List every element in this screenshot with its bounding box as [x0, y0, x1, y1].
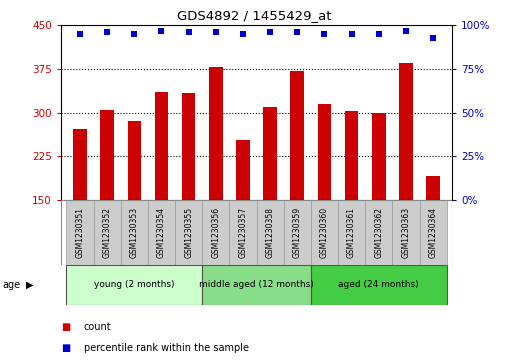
Text: percentile rank within the sample: percentile rank within the sample: [84, 343, 249, 354]
Bar: [67, 265, 202, 305]
Text: aged (24 months): aged (24 months): [338, 281, 419, 289]
Point: [157, 28, 166, 33]
Text: GSM1230352: GSM1230352: [103, 207, 112, 258]
Bar: [311, 265, 447, 305]
Bar: [392, 200, 420, 265]
Text: GSM1230351: GSM1230351: [76, 207, 84, 258]
Bar: [318, 104, 331, 200]
Bar: [121, 200, 148, 265]
Text: GSM1230363: GSM1230363: [401, 207, 410, 258]
Text: GSM1230362: GSM1230362: [374, 207, 383, 258]
Text: age: age: [3, 280, 21, 290]
Bar: [345, 111, 359, 200]
Bar: [230, 200, 257, 265]
Text: GSM1230354: GSM1230354: [157, 207, 166, 258]
Bar: [236, 140, 250, 200]
Point: [293, 29, 301, 35]
Bar: [257, 200, 283, 265]
Point: [402, 28, 410, 33]
Point: [239, 31, 247, 37]
Bar: [372, 113, 386, 200]
Text: GSM1230357: GSM1230357: [238, 207, 247, 258]
Point: [103, 29, 111, 35]
Point: [375, 31, 383, 37]
Text: GSM1230358: GSM1230358: [266, 207, 275, 258]
Text: ■: ■: [61, 343, 70, 354]
Point: [266, 29, 274, 35]
Bar: [182, 93, 196, 200]
Bar: [148, 200, 175, 265]
Bar: [311, 200, 338, 265]
Bar: [202, 265, 311, 305]
Text: ▶: ▶: [26, 280, 34, 290]
Text: GSM1230353: GSM1230353: [130, 207, 139, 258]
Bar: [420, 200, 447, 265]
Bar: [426, 176, 440, 200]
Bar: [67, 200, 93, 265]
Point: [130, 31, 138, 37]
Point: [321, 31, 329, 37]
Text: GSM1230359: GSM1230359: [293, 207, 302, 258]
Point: [184, 29, 193, 35]
Text: count: count: [84, 322, 111, 332]
Point: [347, 31, 356, 37]
Bar: [101, 110, 114, 200]
Bar: [338, 200, 365, 265]
Bar: [175, 200, 202, 265]
Text: GSM1230360: GSM1230360: [320, 207, 329, 258]
Text: GSM1230355: GSM1230355: [184, 207, 193, 258]
Bar: [154, 92, 168, 200]
Bar: [128, 121, 141, 200]
Text: middle aged (12 months): middle aged (12 months): [199, 281, 314, 289]
Bar: [365, 200, 392, 265]
Bar: [209, 67, 223, 200]
Point: [76, 31, 84, 37]
Text: GSM1230361: GSM1230361: [347, 207, 356, 258]
Bar: [263, 107, 277, 200]
Bar: [399, 63, 412, 200]
Text: young (2 months): young (2 months): [94, 281, 175, 289]
Bar: [73, 129, 87, 200]
Text: ■: ■: [61, 322, 70, 332]
Text: GDS4892 / 1455429_at: GDS4892 / 1455429_at: [177, 9, 331, 22]
Text: GSM1230356: GSM1230356: [211, 207, 220, 258]
Bar: [93, 200, 121, 265]
Point: [212, 29, 220, 35]
Bar: [283, 200, 311, 265]
Text: GSM1230364: GSM1230364: [429, 207, 437, 258]
Bar: [202, 200, 230, 265]
Point: [429, 35, 437, 41]
Bar: [291, 71, 304, 200]
